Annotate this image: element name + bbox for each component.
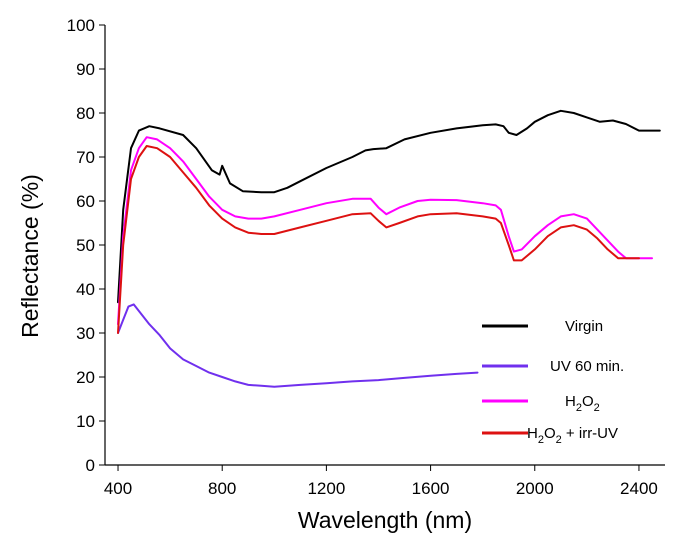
y-tick-label: 100 xyxy=(67,16,95,35)
ticks: 0 10 20 30 40 50 60 70 80 90 100 400 800 1200 1600 2000… xyxy=(67,16,658,498)
legend-label: H2O2 + irr-UV xyxy=(527,425,618,446)
y-tick-label: 0 xyxy=(86,456,95,475)
legend-label: Virgin xyxy=(565,318,603,335)
series-line xyxy=(117,136,653,326)
y-axis-title: Reflectance (%) xyxy=(17,174,43,338)
y-tick-label: 20 xyxy=(76,368,95,387)
x-tick-label: 2000 xyxy=(516,479,554,498)
y-tick-label: 50 xyxy=(76,236,95,255)
series-line xyxy=(117,303,479,388)
x-tick-label: 400 xyxy=(104,479,132,498)
y-tick-label: 30 xyxy=(76,324,95,343)
legend-label: UV 60 min. xyxy=(550,358,624,375)
y-tick-label: 10 xyxy=(76,412,95,431)
y-tick-label: 90 xyxy=(76,60,95,79)
x-tick-label: 1200 xyxy=(307,479,345,498)
legend-label: H2O2 xyxy=(565,393,600,414)
y-tick-label: 40 xyxy=(76,280,95,299)
y-tick-label: 80 xyxy=(76,104,95,123)
x-tick-label: 2400 xyxy=(620,479,658,498)
series-line xyxy=(117,109,661,304)
x-tick-label: 1600 xyxy=(412,479,450,498)
y-tick-label: 60 xyxy=(76,192,95,211)
series-line xyxy=(117,145,640,334)
series-lines xyxy=(117,109,661,388)
y-tick-label: 70 xyxy=(76,148,95,167)
x-axis-title: Wavelength (nm) xyxy=(298,507,472,533)
legend: Virgin UV 60 min. H2O2 H2O2 + irr-UV xyxy=(482,318,624,446)
x-tick-label: 800 xyxy=(208,479,236,498)
